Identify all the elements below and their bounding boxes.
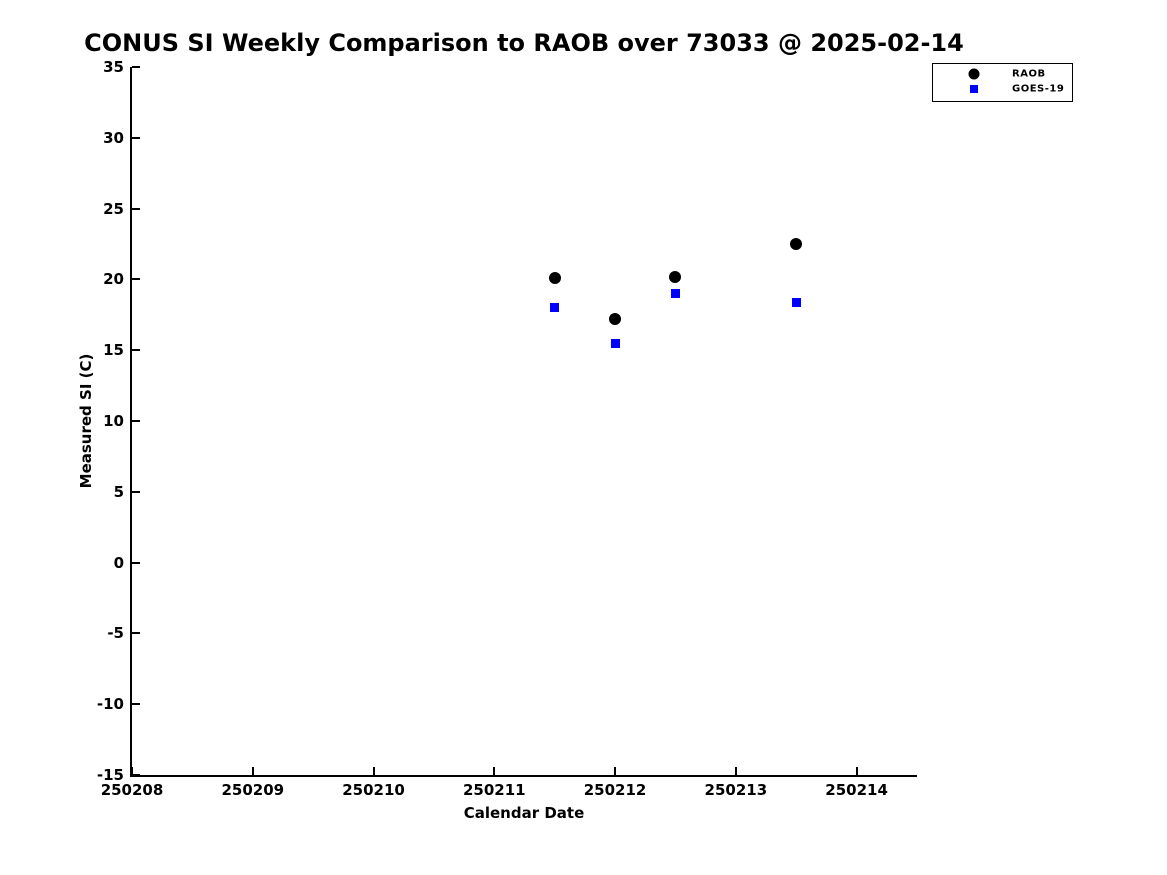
- x-tick: [614, 767, 617, 775]
- y-tick-label: -10: [96, 695, 124, 714]
- y-tick-label: 30: [103, 128, 124, 147]
- y-tick: [132, 703, 140, 706]
- x-tick-label: 250209: [221, 781, 285, 799]
- raob-point: [609, 313, 622, 326]
- x-tick-label: 250213: [704, 781, 768, 799]
- x-tick-label: 250214: [825, 781, 888, 799]
- raob-point: [790, 238, 803, 250]
- y-tick: [132, 278, 140, 281]
- y-tick: [132, 561, 140, 564]
- chart-title: CONUS SI Weekly Comparison to RAOB over …: [84, 29, 964, 57]
- legend-label: RAOB: [1012, 68, 1046, 79]
- raob-point: [669, 270, 682, 283]
- y-tick-label: 0: [113, 553, 124, 572]
- y-tick: [132, 136, 140, 139]
- x-tick: [855, 767, 858, 775]
- legend: RAOB GOES-19: [932, 63, 1073, 102]
- y-tick-label: 20: [103, 270, 124, 289]
- y-tick-label: 10: [103, 412, 124, 430]
- y-tick: [132, 349, 140, 352]
- x-tick-label: 250211: [462, 781, 526, 799]
- x-tick: [493, 767, 496, 775]
- x-axis-line: [130, 775, 917, 777]
- y-tick: [132, 207, 140, 210]
- y-tick-label: 35: [103, 58, 124, 76]
- x-axis-label: Calendar Date: [463, 804, 585, 822]
- y-tick: [132, 420, 140, 422]
- x-tick-label: 250210: [342, 781, 405, 799]
- y-tick-label: 15: [103, 341, 124, 360]
- legend-label: GOES-19: [1012, 83, 1065, 94]
- circle-marker-icon: [968, 68, 980, 79]
- x-tick: [131, 767, 133, 775]
- y-tick-label: -15: [96, 766, 124, 784]
- y-tick: [132, 774, 140, 776]
- y-tick-label: 5: [113, 482, 124, 501]
- y-tick-label: 25: [103, 199, 124, 218]
- y-tick: [132, 490, 140, 493]
- x-tick: [372, 767, 375, 775]
- x-tick: [251, 767, 254, 775]
- x-tick: [734, 767, 737, 775]
- square-marker-icon: [970, 84, 978, 93]
- goes-19-point: [610, 338, 620, 348]
- legend-item-goes-19: GOES-19: [933, 81, 1072, 96]
- x-tick-label: 250212: [583, 781, 647, 799]
- y-axis-line: [130, 67, 132, 777]
- raob-point: [548, 271, 561, 284]
- goes-19-point: [550, 303, 560, 313]
- y-tick: [132, 632, 140, 635]
- goes-19-point: [791, 297, 801, 307]
- x-tick-label: 250208: [100, 781, 164, 799]
- y-tick: [132, 66, 140, 68]
- y-tick-label: -5: [107, 624, 124, 643]
- legend-item-raob: RAOB: [933, 66, 1072, 81]
- goes-19-point: [670, 289, 680, 299]
